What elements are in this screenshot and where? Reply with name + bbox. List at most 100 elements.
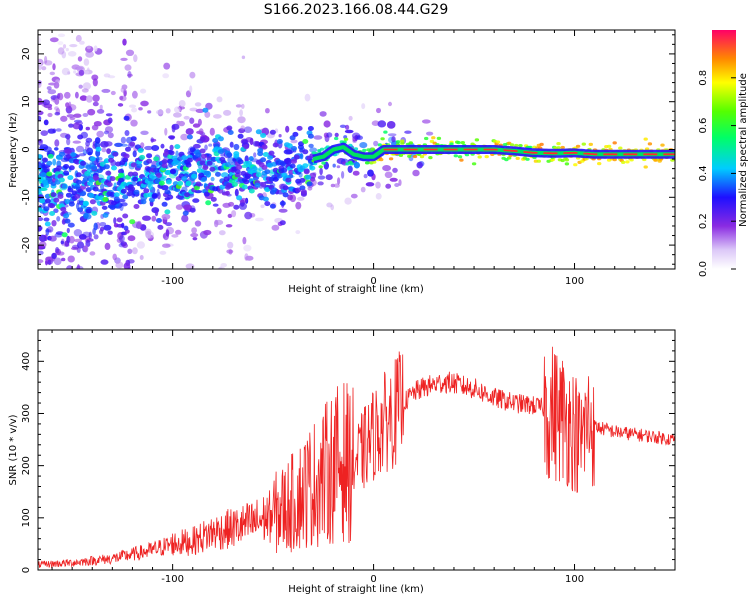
spectrogram-core-blob bbox=[137, 148, 144, 153]
spectrogram-blob bbox=[38, 102, 43, 105]
spectrogram-blob bbox=[51, 252, 57, 259]
spectrogram-core-blob bbox=[50, 192, 57, 198]
spectrogram-blob bbox=[38, 187, 48, 191]
spectrogram-blob bbox=[66, 265, 73, 269]
spectrogram-blob bbox=[119, 235, 125, 243]
spectrogram-blob bbox=[53, 269, 57, 276]
spectrogram-core-blob bbox=[564, 162, 570, 166]
spectrogram-core-blob bbox=[380, 137, 385, 141]
spectrogram-blob bbox=[101, 313, 105, 316]
spectrogram-core-blob bbox=[161, 159, 168, 165]
spectrogram-blob bbox=[155, 109, 164, 115]
spectrogram-core-blob bbox=[618, 146, 623, 150]
spectrogram-blob bbox=[113, 18, 120, 26]
spectrogram-blob bbox=[136, 241, 145, 249]
spectrogram-core-blob bbox=[102, 212, 109, 218]
spectrogram-y-tick-label: 10 bbox=[21, 95, 32, 108]
spectrogram-blob bbox=[196, 130, 204, 135]
spectrogram-blob bbox=[121, 84, 128, 90]
spectrogram-core-blob bbox=[191, 173, 198, 179]
spectrogram-core-blob bbox=[282, 192, 289, 198]
spectrogram-core-blob bbox=[202, 107, 209, 113]
spectrogram-core-blob bbox=[109, 176, 116, 182]
spectrogram-core-blob bbox=[477, 155, 482, 159]
spectrogram-core-blob bbox=[165, 179, 172, 185]
spectrogram-blob bbox=[65, 102, 70, 108]
spectrogram-core-blob bbox=[184, 192, 191, 198]
spectrogram-blob bbox=[332, 163, 336, 168]
spectrogram-blob bbox=[115, 261, 124, 269]
spectrogram-blob bbox=[238, 202, 247, 210]
spectrogram-core-blob bbox=[292, 131, 299, 137]
spectrogram-blob bbox=[49, 37, 59, 43]
spectrogram-blob bbox=[356, 135, 364, 140]
spectrogram-core-blob bbox=[279, 161, 286, 167]
spectrogram-blob bbox=[183, 115, 190, 120]
spectrogram-blob bbox=[192, 237, 198, 241]
spectrogram-core-blob bbox=[234, 169, 241, 175]
spectrogram-x-tick-label: -100 bbox=[161, 276, 184, 287]
spectrogram-blob bbox=[341, 171, 345, 179]
spectrogram-blob bbox=[191, 227, 198, 234]
spectrogram-core-blob bbox=[61, 232, 68, 238]
spectrogram-blob bbox=[384, 171, 393, 179]
spectrogram-core-blob bbox=[64, 199, 71, 204]
spectrogram-blob bbox=[242, 236, 247, 245]
spectrogram-core-blob bbox=[129, 219, 136, 225]
spectrogram-core-blob bbox=[241, 139, 248, 145]
spectrogram-core-blob bbox=[291, 146, 297, 151]
spectrogram-blob bbox=[100, 183, 105, 191]
spectrogram-blob bbox=[81, 88, 89, 93]
snr-y-tick-label: 200 bbox=[21, 456, 32, 475]
spectrogram-blob bbox=[127, 259, 135, 264]
spectrogram-core-blob bbox=[319, 147, 325, 151]
spectrogram-blob bbox=[189, 71, 196, 79]
spectrogram-core-blob bbox=[271, 187, 278, 193]
spectrogram-blob bbox=[319, 167, 323, 176]
spectrogram-core-blob bbox=[161, 201, 168, 207]
spectrogram-blob bbox=[83, 58, 90, 66]
spectrogram-core-blob bbox=[267, 155, 274, 160]
spectrogram-blob bbox=[209, 127, 215, 136]
spectrogram-core-blob bbox=[205, 200, 212, 206]
spectrogram-core-blob bbox=[231, 181, 238, 187]
spectrogram-core-blob bbox=[130, 136, 137, 142]
spectrogram-core-blob bbox=[365, 161, 370, 165]
spectrogram-blob bbox=[101, 88, 111, 93]
spectrogram-blob bbox=[73, 70, 77, 74]
spectrogram-blob bbox=[88, 231, 93, 240]
spectrogram-core-blob bbox=[525, 157, 530, 161]
spectrogram-core-blob bbox=[581, 142, 586, 146]
spectrogram-core-blob bbox=[130, 162, 137, 168]
spectrogram-ridge-peak bbox=[383, 148, 675, 156]
spectrogram-blob bbox=[164, 127, 168, 136]
figure-title: S166.2023.166.08.44.G29 bbox=[264, 2, 449, 18]
spectrogram-core-blob bbox=[122, 157, 129, 163]
spectrogram-core-blob bbox=[518, 144, 523, 148]
spectrogram-blob bbox=[163, 62, 171, 70]
spectrogram-core-blob bbox=[196, 168, 203, 174]
spectrogram-core-blob bbox=[556, 146, 561, 150]
spectrogram-core-blob bbox=[139, 154, 146, 160]
spectrogram-blob bbox=[73, 320, 81, 325]
spectrogram-core-blob bbox=[349, 162, 354, 166]
spectrogram-blob bbox=[53, 208, 59, 213]
spectrogram-core-blob bbox=[43, 206, 50, 212]
spectrogram-core-blob bbox=[120, 188, 127, 194]
spectrogram-blob bbox=[75, 91, 79, 99]
spectrogram-blob bbox=[375, 193, 382, 200]
spectrogram-blob bbox=[260, 204, 265, 209]
spectrogram-blob bbox=[57, 47, 65, 55]
spectrogram-blob bbox=[205, 102, 213, 110]
spectrogram-core-blob bbox=[383, 130, 388, 134]
snr-y-tick-label: 100 bbox=[21, 508, 32, 527]
spectrogram-blob bbox=[103, 73, 111, 78]
spectrogram-blob bbox=[317, 181, 324, 186]
spectrogram-core-blob bbox=[63, 213, 70, 219]
spectrogram-blob bbox=[133, 54, 138, 63]
spectrogram-core-blob bbox=[125, 146, 131, 152]
spectrogram-blob bbox=[76, 13, 81, 19]
spectrogram-blob bbox=[72, 122, 81, 130]
spectrogram-blob bbox=[66, 138, 71, 146]
spectrogram-blob bbox=[278, 208, 288, 213]
